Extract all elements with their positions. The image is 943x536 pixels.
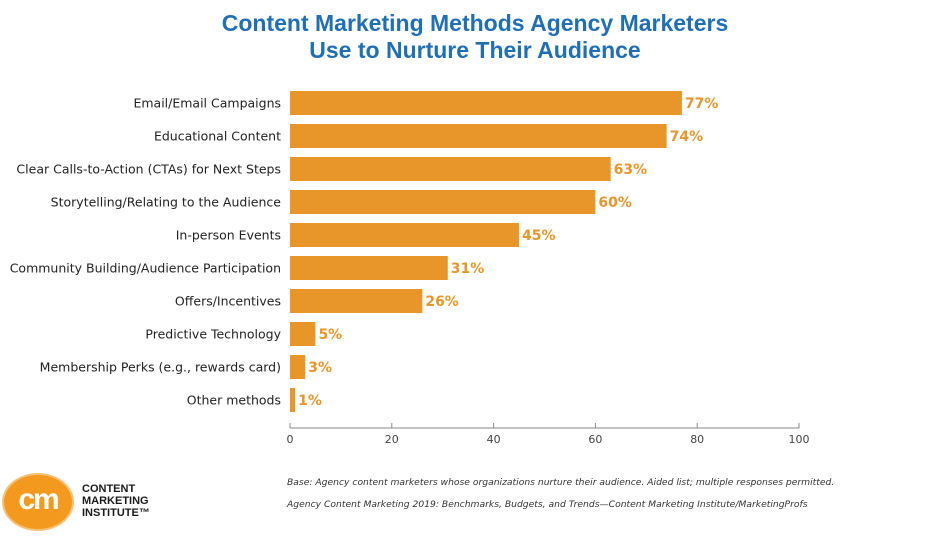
footnote-source: Agency Content Marketing 2019: Benchmark… (287, 499, 808, 510)
value-label: 74% (670, 129, 704, 145)
bar (290, 355, 306, 379)
category-label: Email/Email Campaigns (133, 96, 281, 111)
cmi-logo-mark-text: cm (18, 483, 59, 516)
bar (290, 157, 611, 181)
value-label: 77% (685, 96, 719, 112)
category-label: Clear Calls-to-Action (CTAs) for Next St… (16, 162, 281, 177)
x-tick-label: 40 (487, 433, 501, 446)
value-label: 3% (308, 360, 332, 376)
bar (290, 322, 316, 346)
bar (290, 388, 296, 412)
cmi-logo: cm CONTENT MARKETING INSTITUTE™ (2, 470, 202, 532)
value-label: 26% (425, 294, 459, 310)
value-label: 60% (598, 195, 632, 211)
cmi-logo-wordmark: CONTENT MARKETING INSTITUTE™ (82, 483, 150, 519)
value-label: 5% (318, 327, 342, 343)
cmi-logo-line-1: CONTENT (82, 483, 136, 495)
bar (290, 190, 596, 214)
bar (290, 124, 667, 148)
cmi-logo-line-2: MARKETING (82, 495, 149, 507)
category-label: Community Building/Audience Participatio… (10, 261, 281, 276)
category-label: Educational Content (154, 129, 281, 144)
category-label: Other methods (187, 393, 281, 408)
category-label: Predictive Technology (145, 327, 281, 342)
bar-chart: Email/Email Campaigns 77% Educational Cont… (10, 91, 810, 446)
chart-title-line-1: Content Marketing Methods Agency Markete… (221, 10, 729, 36)
x-axis: 0 20 40 60 80 100 (287, 423, 810, 446)
bar (290, 223, 520, 247)
category-label: Offers/Incentives (175, 294, 281, 309)
bars-group: Email/Email Campaigns 77% Educational Cont… (10, 91, 719, 412)
x-tick-label: 100 (789, 433, 810, 446)
category-label: Membership Perks (e.g., rewards card) (40, 360, 281, 375)
footnote-base: Base: Agency content marketers whose org… (287, 477, 835, 488)
bar (290, 91, 682, 115)
value-label: 63% (614, 162, 648, 178)
x-tick-label: 20 (385, 433, 399, 446)
x-tick-label: 0 (287, 433, 294, 446)
cmi-logo-line-3: INSTITUTE™ (82, 507, 150, 519)
cmi-logo-mark: cm (2, 473, 74, 531)
value-label: 31% (451, 261, 485, 277)
x-tick-label: 60 (588, 433, 602, 446)
x-tick-label: 80 (690, 433, 704, 446)
chart-title: Content Marketing Methods Agency Markete… (0, 10, 943, 64)
value-label: 45% (522, 228, 556, 244)
bar (290, 256, 448, 280)
category-label: In-person Events (176, 228, 281, 243)
category-label: Storytelling/Relating to the Audience (51, 195, 282, 210)
chart-title-line-2: Use to Nurture Their Audience (309, 37, 641, 63)
value-label: 1% (298, 393, 322, 409)
bar (290, 289, 423, 313)
